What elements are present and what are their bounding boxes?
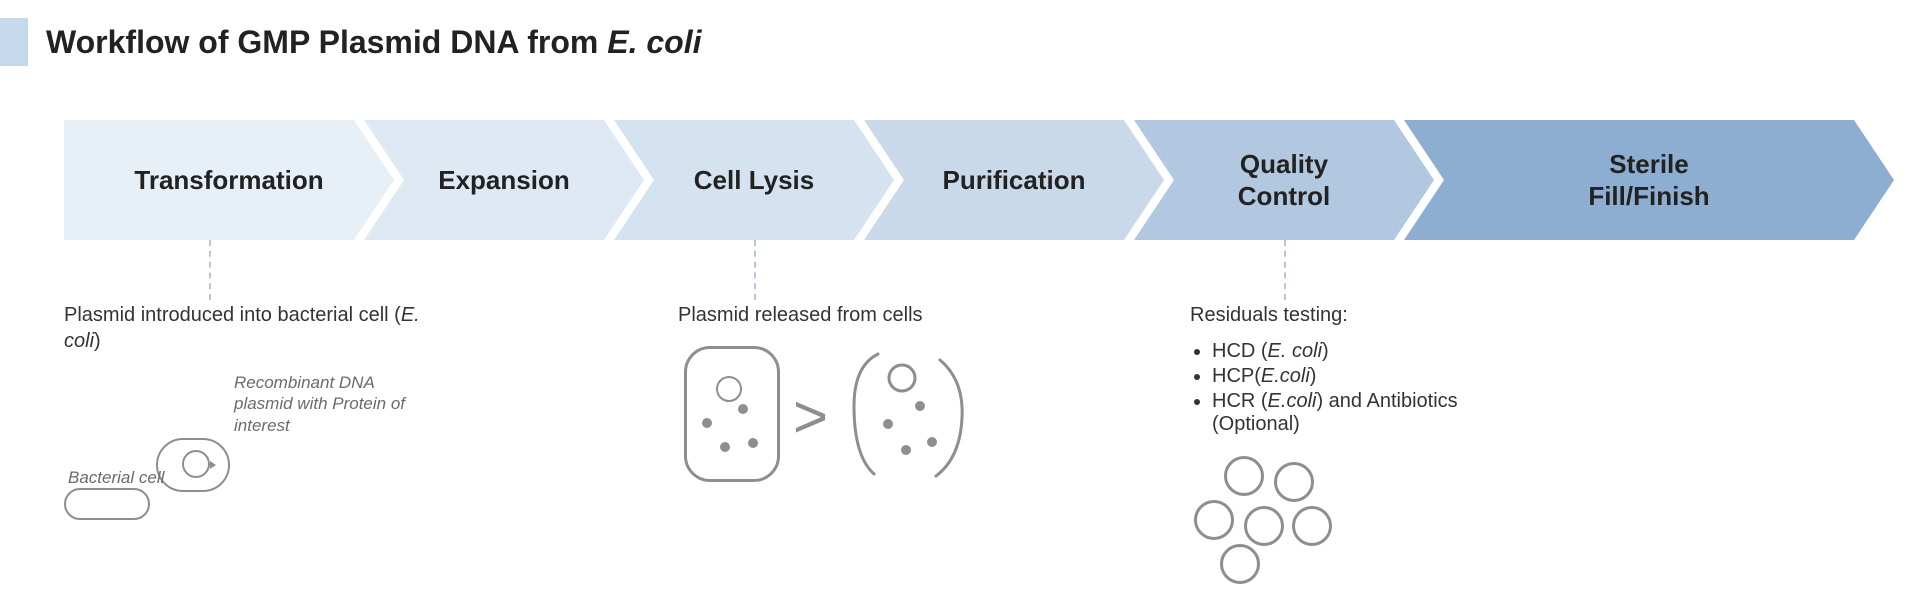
plasmid-ring-icon: [1274, 462, 1314, 502]
caption-recombinant: Recombinant DNA plasmid with Protein of …: [234, 372, 434, 436]
chevron-label: Sterile Fill/Finish: [1588, 148, 1709, 213]
plasmid-ring-icon: [1194, 500, 1234, 540]
chevron-step: Expansion: [364, 120, 644, 240]
caption-bacterial-cell: Bacterial cell: [68, 468, 164, 488]
heading-text: Plasmid introduced into bacterial cell (: [64, 304, 401, 326]
plasmid-ring-icon: [1244, 506, 1284, 546]
bacterial-cell-empty-icon: [64, 488, 150, 520]
illustration-lysis: >: [678, 346, 978, 486]
chevron-step: Quality Control: [1134, 120, 1434, 240]
dot-icon: [702, 418, 712, 428]
chevron-label: Expansion: [438, 164, 569, 197]
qc-list-item: HCP(E.coli): [1212, 365, 1550, 388]
chevron-label: Transformation: [134, 164, 323, 197]
connector-lysis: [754, 240, 756, 300]
connector-qc: [1284, 240, 1286, 300]
title-prefix: Workflow of GMP Plasmid DNA from: [46, 24, 607, 60]
title-italic: E. coli: [607, 24, 701, 60]
intact-cell-icon: [684, 346, 780, 482]
chevron-label: Quality Control: [1238, 148, 1330, 213]
lysis-arrow-icon: >: [793, 382, 828, 451]
plasmid-arrow-icon: [210, 461, 216, 469]
plasmid-ring-icon: [1292, 506, 1332, 546]
connector-transformation: [209, 240, 211, 300]
dot-icon: [720, 442, 730, 452]
detail-qc: Residuals testing: HCD (E. coli)HCP(E.co…: [1190, 302, 1550, 586]
chevron-label: Purification: [942, 164, 1085, 197]
plasmid-ring-icon: [1224, 456, 1264, 496]
workflow-chevrons: Transformation Expansion Cell Lysis Puri…: [64, 120, 1896, 240]
detail-transformation-heading: Plasmid introduced into bacterial cell (…: [64, 302, 444, 354]
dot-icon: [748, 438, 758, 448]
qc-list-item: HCD (E. coli): [1212, 340, 1550, 363]
detail-lysis-heading: Plasmid released from cells: [678, 302, 998, 328]
detail-qc-heading: Residuals testing:: [1190, 302, 1550, 328]
page-title: Workflow of GMP Plasmid DNA from E. coli: [46, 24, 701, 61]
title-row: Workflow of GMP Plasmid DNA from E. coli: [0, 18, 701, 66]
illustration-qc: [1190, 456, 1340, 586]
detail-transformation: Plasmid introduced into bacterial cell (…: [64, 302, 444, 518]
chevron-label: Cell Lysis: [694, 164, 814, 197]
plasmid-ring-icon: [182, 450, 210, 478]
qc-list-item: HCR (E.coli) and Antibiotics (Optional): [1212, 390, 1550, 436]
heading-suffix: ): [94, 330, 101, 352]
chevron-step: Cell Lysis: [614, 120, 894, 240]
detail-lysis: Plasmid released from cells >: [678, 302, 998, 486]
lysed-cell-icon: [848, 346, 968, 486]
chevron-step: Transformation: [64, 120, 394, 240]
chevron-step: Sterile Fill/Finish: [1404, 120, 1894, 240]
dot-icon: [738, 404, 748, 414]
page-root: Workflow of GMP Plasmid DNA from E. coli…: [0, 0, 1926, 613]
chevron-step: Purification: [864, 120, 1164, 240]
title-accent-block: [0, 18, 28, 66]
plasmid-ring-icon: [1220, 544, 1260, 584]
qc-list: HCD (E. coli)HCP(E.coli)HCR (E.coli) and…: [1190, 340, 1550, 436]
illustration-transformation: Recombinant DNA plasmid with Protein of …: [64, 368, 424, 518]
plasmid-inside-icon: [716, 376, 742, 402]
